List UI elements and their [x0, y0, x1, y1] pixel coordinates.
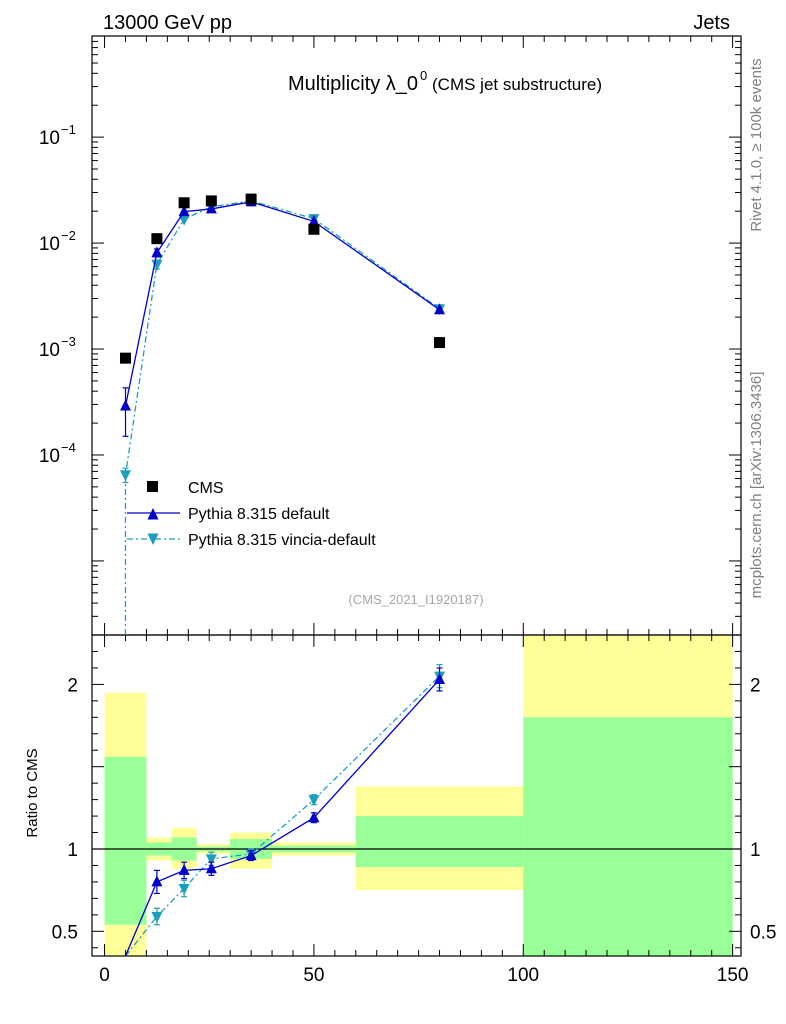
header-right: Jets: [693, 12, 730, 34]
band-inner-7: [523, 717, 733, 956]
ratio-ytick-label-right-0: 0.5: [750, 922, 776, 943]
ratio-vincia-point-3: [205, 854, 217, 866]
main-ytick-label-2: 10: [39, 340, 60, 361]
plot-frames: [91, 35, 742, 957]
plot-title-sub: (CMS jet substructure): [432, 75, 602, 94]
plot-title-superscript: 0: [420, 68, 427, 83]
pythia-point-3: [205, 202, 217, 214]
main-ytick-exp-0: −1: [61, 122, 76, 137]
ratio-vincia-point-5: [308, 795, 320, 807]
cms-point-5: [308, 223, 320, 235]
ratio-pythia-point-2: [178, 863, 190, 875]
pythia-point-5: [308, 214, 320, 226]
cms-point-3: [205, 195, 217, 207]
legend-vincia-label: Pythia 8.315 vincia-default: [188, 532, 376, 549]
ratio-ytick-label-right-1: 1: [750, 840, 761, 861]
ratio-pythia-point-4: [245, 849, 257, 861]
pythia-line: [124, 201, 440, 407]
ratio-ylabel: Ratio to CMS: [24, 748, 41, 837]
cms-point-0: [119, 352, 131, 364]
ratio-vincia-point-2: [178, 884, 190, 896]
ratio-plot-frame: [91, 634, 742, 957]
plot-title: Multiplicity λ_0: [288, 73, 418, 95]
pythia-point-6: [434, 303, 446, 315]
ratio-pythia-point-6: [434, 672, 446, 684]
ratio-ytick-label-left-1: 1: [67, 840, 78, 861]
vincia-point-0: [119, 470, 131, 482]
main-ytick-label-0: 10: [39, 128, 60, 149]
ratio-ytick-label-left-0: 0.5: [52, 922, 78, 943]
pythia-point-1: [151, 246, 163, 258]
main-ytick-label-3: 10: [39, 446, 60, 467]
legend-cms-marker: [147, 481, 158, 492]
legend-pythia-marker: [147, 508, 159, 520]
ratio-vincia-point-1: [151, 911, 163, 923]
pythia-point-2: [178, 205, 190, 217]
analysis-id: (CMS_2021_I1920187): [348, 592, 483, 607]
ratio-pythia-point-3: [205, 862, 217, 874]
ratio-pythia-point-5: [308, 811, 320, 823]
vincia-line: [124, 200, 440, 635]
uncertainty-bands: [104, 635, 733, 956]
ratio-pythia-point-1: [151, 875, 163, 887]
vincia-point-2: [178, 214, 190, 226]
vincia-point-1: [151, 259, 163, 271]
main-ytick-exp-2: −3: [61, 334, 76, 349]
x-tick-label-3: 150: [717, 965, 749, 986]
band-inner-6: [355, 816, 524, 868]
legend-pythia-label: Pythia 8.315 default: [188, 506, 330, 523]
x-tick-label-1: 50: [303, 965, 324, 986]
main-ytick-exp-1: −2: [61, 228, 76, 243]
header-left: 13000 GeV pp: [103, 12, 232, 34]
cms-point-4: [245, 193, 257, 205]
band-inner-0: [104, 756, 147, 925]
legend-vincia-marker: [147, 533, 159, 545]
cms-point-6: [434, 337, 446, 349]
rivet-label: Rivet 4.1.0, ≥ 100k events: [748, 58, 765, 231]
main-ytick-exp-3: −4: [61, 440, 76, 455]
x-tick-label-0: 0: [99, 965, 110, 986]
cms-point-1: [151, 233, 163, 245]
legend: CMS Pythia 8.315 default Pythia 8.315 vi…: [127, 480, 376, 549]
data-series: [119, 193, 446, 957]
mcplots-label: mcplots.cern.ch [arXiv:1306.3436]: [748, 372, 765, 599]
pythia-point-0: [119, 399, 131, 411]
x-tick-label-2: 100: [507, 965, 539, 986]
ratio-ytick-label-right-2: 2: [750, 675, 761, 696]
cms-point-2: [178, 197, 190, 209]
legend-cms-label: CMS: [188, 480, 224, 497]
ratio-ytick-label-left-2: 2: [67, 675, 78, 696]
main-ytick-label-1: 10: [39, 234, 60, 255]
